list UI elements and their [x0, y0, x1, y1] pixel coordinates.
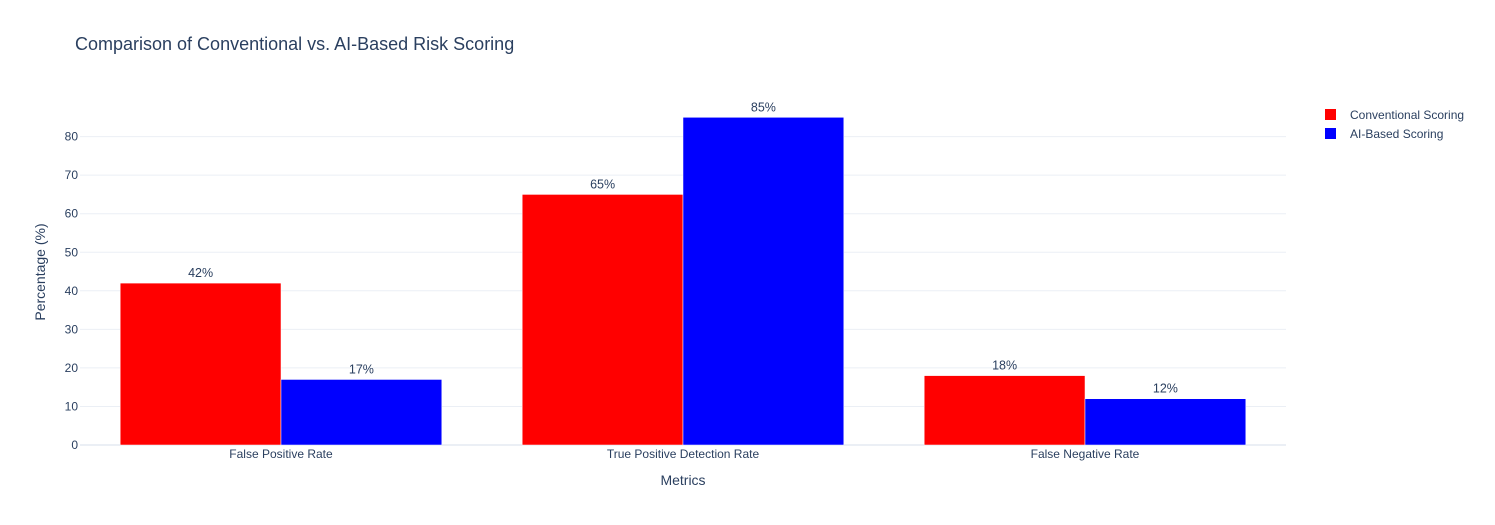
legend-swatch[interactable]	[1325, 109, 1336, 120]
bar-value-label: 18%	[992, 359, 1017, 373]
bar-ai-based-scoring-0	[280, 379, 443, 446]
legend-swatch[interactable]	[1325, 128, 1336, 139]
bar-value-label: 17%	[349, 362, 374, 376]
bar-value-label: 65%	[590, 177, 615, 191]
y-tick-label: 10	[65, 399, 79, 413]
y-tick-label: 30	[65, 322, 79, 336]
x-tick-label: False Negative Rate	[1031, 447, 1140, 461]
bar-conventional-scoring-1	[521, 194, 684, 446]
legend-item-label[interactable]: AI-Based Scoring	[1350, 127, 1443, 141]
bar-ai-based-scoring-1	[682, 117, 845, 446]
bar-value-label: 85%	[751, 100, 776, 114]
x-tick-label: True Positive Detection Rate	[607, 447, 760, 461]
y-tick-label: 60	[65, 207, 79, 221]
bar-value-labels: 42% 17% 65% 85% 18% 12%	[188, 100, 1178, 395]
bar-value-label: 42%	[188, 266, 213, 280]
bar-conventional-scoring-0	[119, 282, 282, 446]
chart-title: Comparison of Conventional vs. AI-Based …	[75, 34, 514, 54]
y-tick-label: 80	[65, 130, 79, 144]
y-tick-label: 20	[65, 361, 79, 375]
y-tick-label: 0	[71, 438, 78, 452]
bars	[119, 117, 1247, 446]
bar-conventional-scoring-2	[923, 375, 1086, 446]
legend-item-label[interactable]: Conventional Scoring	[1350, 108, 1464, 122]
y-axis-title: Percentage (%)	[32, 223, 48, 320]
x-tick-label: False Positive Rate	[229, 447, 333, 461]
y-tick-label: 50	[65, 245, 79, 259]
y-tick-label: 40	[65, 284, 79, 298]
legend: Conventional Scoring AI-Based Scoring	[1325, 108, 1464, 141]
y-tick-label: 70	[65, 168, 79, 182]
x-axis-ticks: False Positive Rate True Positive Detecti…	[229, 447, 1139, 461]
y-axis-ticks: 0 10 20 30 40 50 60 70 80	[65, 130, 79, 452]
bar-value-label: 12%	[1153, 382, 1178, 396]
x-axis-title: Metrics	[660, 472, 705, 488]
bar-ai-based-scoring-2	[1084, 398, 1247, 446]
